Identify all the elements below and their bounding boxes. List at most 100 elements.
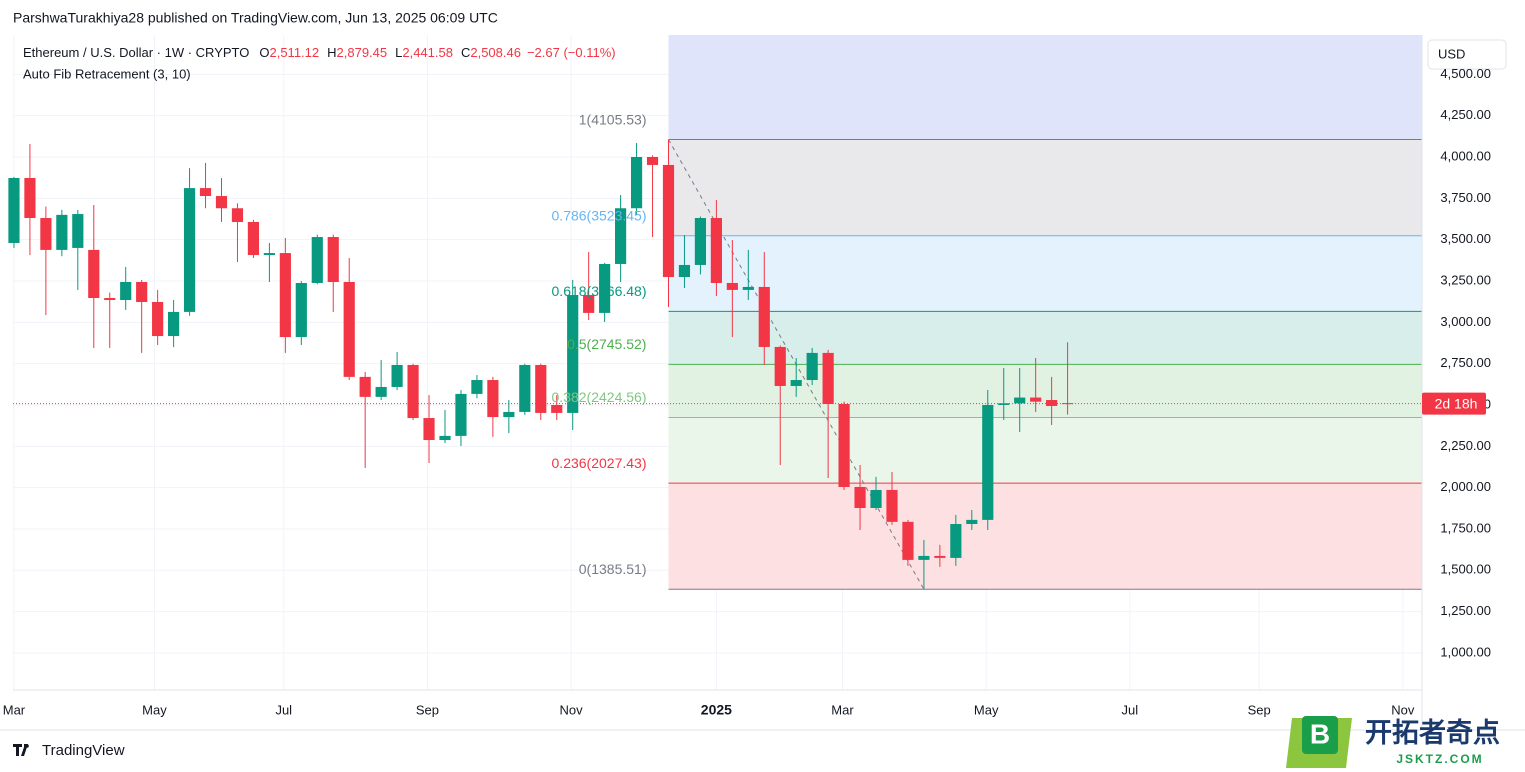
candle-body [215,196,228,209]
price-label-box [1422,392,1486,415]
fib-zone [668,364,1422,418]
fib-zone [668,235,1422,312]
candle-body [662,164,675,278]
ohlc-value: 2,879.45 [337,45,388,60]
candle-body [599,263,611,313]
change: −2.67 (−0.11%) [527,45,616,60]
y-tick-label: 1,250.00 [1440,603,1491,618]
ohlc-value: 2,508.46 [470,45,521,60]
candle-body [152,301,164,337]
y-tick-label: 2,000.00 [1440,479,1491,494]
fib-zone [668,483,1422,590]
candle-body [710,218,722,283]
watermark-name: 开拓者奇点 [1365,718,1500,748]
candle-body [343,281,355,377]
x-tick-label: May [974,702,999,717]
candle-body [136,281,148,302]
candle-body [615,208,627,264]
candle-body [838,403,850,487]
ohlc-key: C [461,45,470,60]
watermark: B 开拓者奇点 JSKTZ.COM [1286,716,1500,768]
candle-body [742,286,754,290]
fib-zone [668,417,1422,484]
candle-body [630,157,643,209]
candle-body [1062,403,1074,405]
candle-body [247,221,260,256]
candle-body [263,253,275,256]
candle-body [886,489,898,522]
fib-label: 0.236(2027.43) [552,455,647,471]
candle-body [311,237,323,283]
candle-body [407,364,419,419]
y-tick-label: 1,500.00 [1440,562,1491,577]
candle-body [583,295,595,313]
candle-body [934,555,946,558]
candle-body [168,311,180,337]
candle-body [854,486,866,508]
y-tick-label: 3,500.00 [1440,231,1491,246]
candle-body [487,380,499,418]
candle-body [295,282,307,338]
fib-label: 0.786(3523.45) [552,207,647,223]
candle-body [120,281,132,301]
x-tick-label: Nov [1391,702,1415,717]
fib-zone [668,35,1422,140]
fib-zone [668,139,1422,236]
candle-body [327,237,339,282]
candle-body [982,404,994,520]
currency-box[interactable] [1427,39,1507,70]
x-tick-label: Nov [560,702,584,717]
tradingview-logo [13,744,29,756]
x-tick-label: Jul [1122,702,1139,717]
candle-body [8,178,20,243]
y-tick-label: 1,000.00 [1440,644,1491,659]
candle-body [678,264,691,278]
publish-info: ParshwaTurakhiya28 published on TradingV… [13,10,498,26]
candle-body [870,489,882,508]
plot-area: 1(4105.53) 0.786(3523.45) 0.618(3066.48) 0.… [8,35,1422,690]
fib-label: 0.5(2745.52) [567,336,646,352]
fib-label: 0.382(2424.56) [552,389,647,405]
x-tick-label: 2025 [701,702,732,718]
candle-body [950,524,962,558]
ohlc-key: O [259,45,269,60]
symbol-legend: Ethereum / U.S. Dollar · 1W · CRYPTO O2,5… [23,45,616,60]
candle-body [423,418,435,441]
y-tick-label: 4,250.00 [1440,107,1491,122]
fib-label: 1(4105.53) [579,111,647,127]
watermark-site: JSKTZ.COM [1396,752,1483,766]
fib-label: 0(1385.51) [579,561,647,577]
y-tick-label: 4,500.00 [1440,66,1491,81]
currency[interactable]: USD [1438,46,1465,61]
candle-body [1014,397,1026,404]
candle-body [966,519,978,525]
candle-body [774,346,786,386]
candle-body [551,404,563,413]
candle-body [726,282,738,290]
candle-body [72,214,84,248]
ohlc-key: L [395,45,402,60]
candle-body [88,249,100,299]
candle-body [231,208,244,222]
candle-body [1030,397,1042,402]
ohlc-value: 2,441.58 [402,45,453,60]
candle-body [391,364,403,387]
candle-body [806,352,818,381]
symbol: Ethereum / U.S. Dollar · 1W · CRYPTO [23,45,249,60]
x-tick-label: Mar [831,702,854,717]
candle-body [790,380,802,386]
watermark-logo: B [1310,718,1330,749]
y-tick-label: 2,750.00 [1440,355,1491,370]
candle-body [56,214,68,250]
y-tick-label: 2,250.00 [1440,438,1491,453]
ohlc-value: 2,511.12 [269,45,319,60]
ohlc-key: H [327,45,336,60]
y-tick-label: 3,750.00 [1440,190,1491,205]
y-tick-label: 3,000.00 [1440,314,1491,329]
x-tick-label: Sep [1248,702,1271,717]
y-tick-label: 3,250.00 [1440,272,1491,287]
candle-body [567,295,579,413]
candle-body [902,521,914,560]
candle-body [998,403,1010,405]
x-tick-label: Mar [3,702,26,717]
